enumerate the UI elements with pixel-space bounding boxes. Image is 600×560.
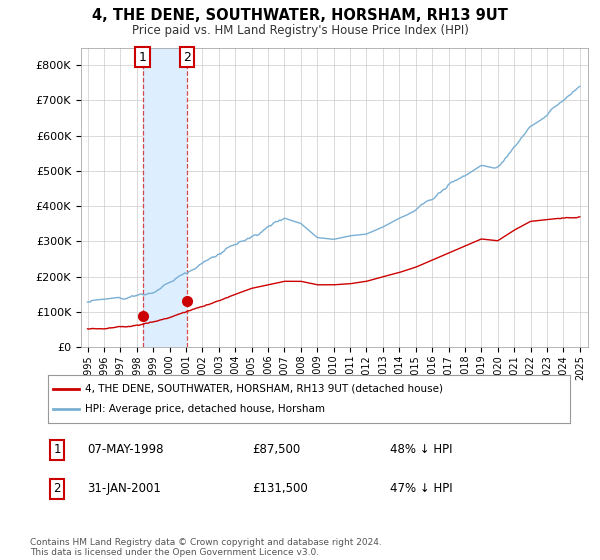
Text: Contains HM Land Registry data © Crown copyright and database right 2024.
This d: Contains HM Land Registry data © Crown c… bbox=[30, 538, 382, 557]
Text: 1: 1 bbox=[139, 50, 146, 64]
Bar bbox=[143, 48, 187, 347]
Text: 47% ↓ HPI: 47% ↓ HPI bbox=[390, 482, 452, 496]
Text: £131,500: £131,500 bbox=[252, 482, 308, 496]
Text: 4, THE DENE, SOUTHWATER, HORSHAM, RH13 9UT: 4, THE DENE, SOUTHWATER, HORSHAM, RH13 9… bbox=[92, 8, 508, 24]
Text: 48% ↓ HPI: 48% ↓ HPI bbox=[390, 443, 452, 456]
Text: Price paid vs. HM Land Registry's House Price Index (HPI): Price paid vs. HM Land Registry's House … bbox=[131, 24, 469, 36]
Text: HPI: Average price, detached house, Horsham: HPI: Average price, detached house, Hors… bbox=[85, 404, 325, 414]
Text: 1: 1 bbox=[53, 443, 61, 456]
Text: 2: 2 bbox=[53, 482, 61, 496]
Text: £87,500: £87,500 bbox=[252, 443, 300, 456]
Text: 07-MAY-1998: 07-MAY-1998 bbox=[87, 443, 163, 456]
Text: 4, THE DENE, SOUTHWATER, HORSHAM, RH13 9UT (detached house): 4, THE DENE, SOUTHWATER, HORSHAM, RH13 9… bbox=[85, 384, 443, 394]
Text: 2: 2 bbox=[184, 50, 191, 64]
Text: 31-JAN-2001: 31-JAN-2001 bbox=[87, 482, 161, 496]
